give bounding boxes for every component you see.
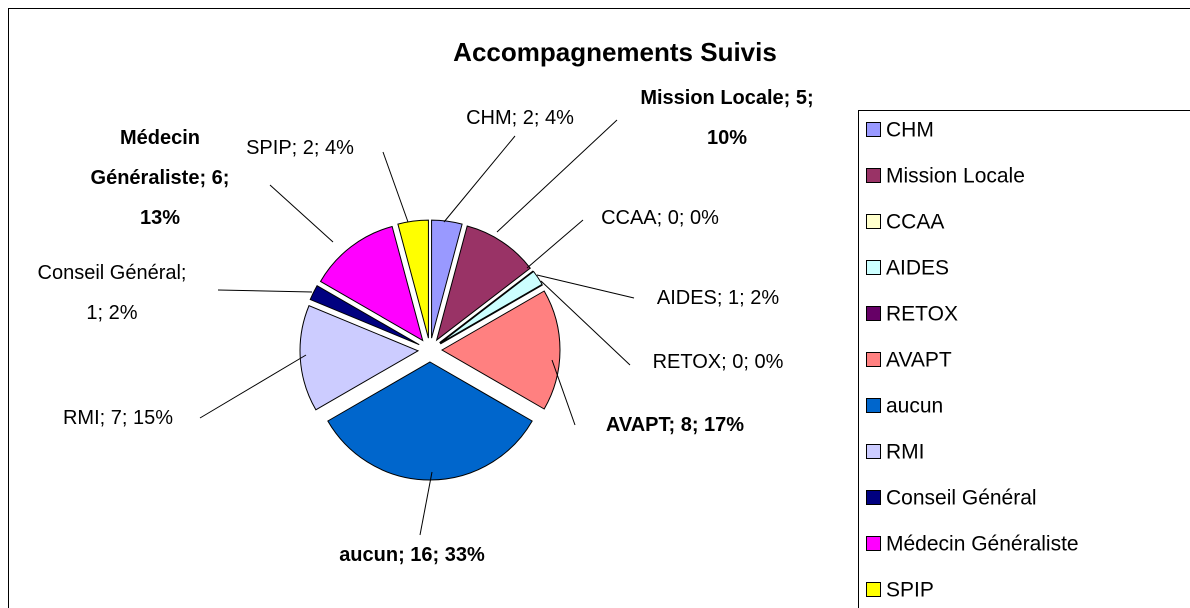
data-label: CCAA; 0; 0%: [601, 207, 719, 229]
leader-line: [199, 354, 307, 419]
pie-slice: [440, 284, 543, 345]
leader-line: [496, 119, 618, 233]
data-label: CHM; 2; 4%: [466, 107, 574, 129]
pie-slice: [435, 225, 531, 342]
legend-swatch: [866, 214, 881, 229]
leader-line: [419, 471, 433, 536]
legend-swatch: [866, 168, 881, 183]
legend-swatch: [866, 490, 881, 505]
leader-line: [382, 151, 409, 223]
legend-label: Médecin Généraliste: [886, 533, 1079, 556]
legend-label: aucun: [886, 395, 943, 418]
pie-slice: [397, 219, 429, 339]
data-label: RETOX; 0; 0%: [652, 351, 784, 373]
legend-swatch: [866, 122, 881, 137]
leader-line: [217, 289, 313, 293]
legend-label: CHM: [886, 119, 934, 142]
legend-swatch: [866, 306, 881, 321]
legend-label: RMI: [886, 441, 925, 464]
leader-line: [551, 359, 576, 426]
leader-line: [540, 280, 631, 366]
legend-swatch: [866, 260, 881, 275]
legend-swatch: [866, 398, 881, 413]
data-label: AIDES; 1; 2%: [656, 287, 780, 309]
legend-label: AVAPT: [886, 349, 952, 372]
legend-label: AIDES: [886, 257, 949, 280]
leader-line: [443, 135, 516, 223]
legend-label: RETOX: [886, 303, 958, 326]
data-label: AVAPT; 8; 17%: [605, 414, 745, 436]
leader-line: [536, 274, 635, 299]
data-label: Mission Locale; 5; 10%: [640, 87, 814, 149]
pie-slice: [439, 270, 543, 344]
legend-label: SPIP: [886, 579, 934, 602]
data-label: RMI; 7; 15%: [62, 407, 174, 429]
pie-slice: [440, 290, 561, 410]
pie-slice: [431, 219, 463, 339]
legend-label: Mission Locale: [886, 165, 1025, 188]
data-label: SPIP; 2; 4%: [246, 137, 354, 159]
leader-line: [526, 219, 584, 269]
legend-swatch: [866, 444, 881, 459]
data-label: aucun; 16; 33%: [339, 544, 485, 566]
pie-slice: [309, 285, 420, 346]
legend-label: Conseil Général: [886, 487, 1037, 510]
data-label: Conseil Général; 1; 2%: [37, 262, 187, 324]
leader-line: [269, 184, 334, 243]
legend-swatch: [866, 582, 881, 597]
legend-swatch: [866, 352, 881, 367]
legend-label: CCAA: [886, 211, 944, 234]
data-label: Médecin Généraliste; 6; 13%: [90, 127, 230, 229]
pie-slice: [319, 225, 424, 342]
legend-swatch: [866, 536, 881, 551]
chart-title: Accompagnements Suivis: [453, 37, 777, 67]
legend-box: [858, 110, 1190, 608]
